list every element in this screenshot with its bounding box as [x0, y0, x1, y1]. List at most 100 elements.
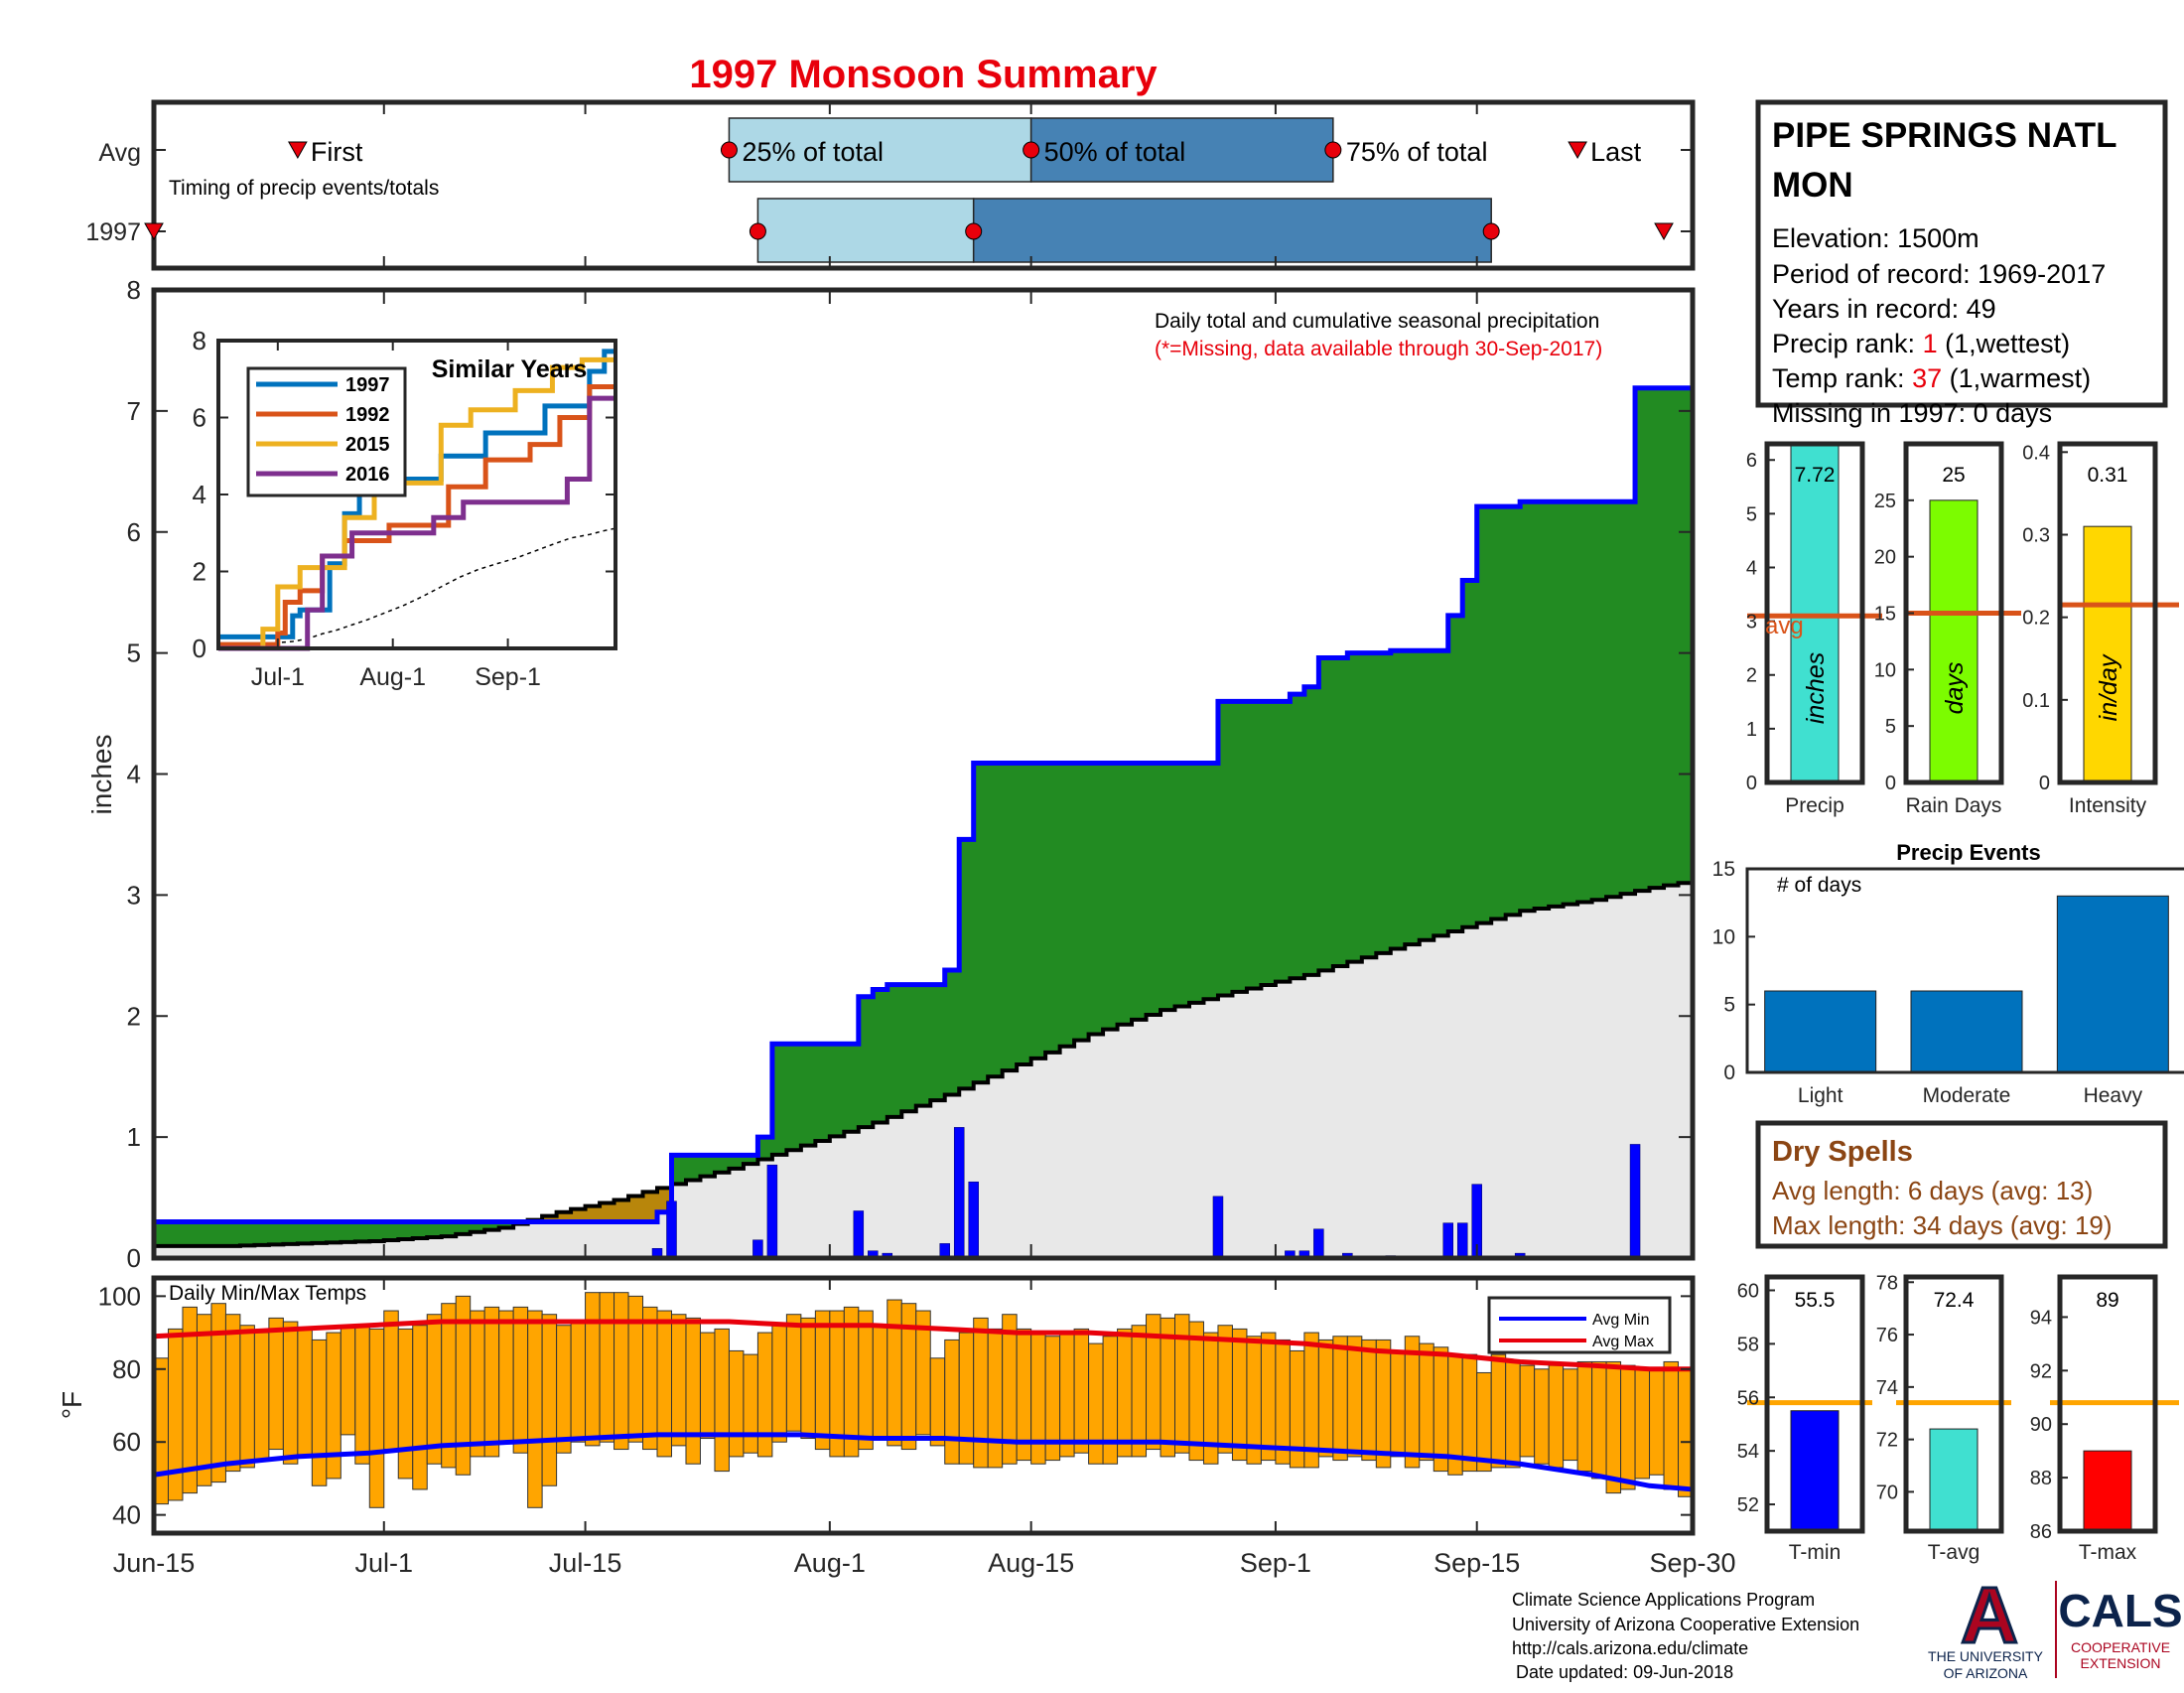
temp-summary-label: T-min [1789, 1541, 1842, 1564]
summary-unit-label: inches [1802, 652, 1830, 724]
timing-markers [144, 102, 1693, 268]
timing-avg-first-marker [288, 141, 308, 160]
timing-q50-label: 50% of total [1044, 137, 1186, 167]
temp-range-bar [527, 1310, 543, 1508]
daily-precip-bar [766, 1164, 778, 1259]
temp-summary-y-tick-label: 76 [1876, 1325, 1898, 1346]
inset-y-tick-label: 0 [193, 634, 206, 663]
temp-range-bar [785, 1314, 802, 1432]
temp-range-bar [1591, 1360, 1607, 1480]
timing-year-q50-q75-box [972, 198, 1492, 263]
temp-range-bar [354, 1325, 370, 1465]
temp-summary-y-tick-label: 90 [2030, 1414, 2052, 1436]
temp-range-bar [642, 1306, 658, 1451]
temp-range-bar [368, 1328, 385, 1508]
timing-avg-q25-q50-box [728, 117, 1032, 183]
temp-summary-y-tick-label: 92 [2030, 1360, 2052, 1382]
summary-y-tick-label: 0 [1746, 773, 1757, 794]
timing-subtitle: Timing of precip events/totals [169, 177, 439, 200]
daily-precip-bar [1212, 1196, 1224, 1259]
station-info-box: PIPE SPRINGS NATL MON Elevation: 1500m P… [1755, 99, 2168, 428]
summary-y-tick-label: 4 [1746, 557, 1757, 579]
summary-value-label: 25 [1942, 464, 1965, 487]
temp-range-bar [1620, 1364, 1636, 1490]
event-y-tick-label: 15 [1712, 858, 1735, 881]
temp-summary-y-tick-label: 54 [1737, 1441, 1759, 1463]
footer-line1: Climate Science Applications Program [1512, 1590, 1815, 1610]
temp-range-bar [614, 1292, 629, 1451]
summary-y-tick-label: 0.3 [2022, 524, 2050, 546]
footer-line3: http://cals.arizona.edu/climate [1512, 1638, 1748, 1658]
temp-summary-y-tick-label: 78 [1876, 1272, 1898, 1294]
station-frame [1755, 99, 2168, 408]
main-plot-frame [151, 287, 1696, 1261]
dry-spells-box: Dry Spells Avg length: 6 days (avg: 13) … [1755, 1120, 2168, 1249]
timing-avg-q50-marker [1023, 141, 1040, 159]
temp-range-bar [1476, 1371, 1492, 1473]
temp-range-bar [311, 1339, 328, 1486]
temp-range-bar [1088, 1342, 1104, 1465]
temp-y-tick-label: 40 [112, 1500, 141, 1530]
legend-avg-max-label: Avg Max [1592, 1334, 1654, 1350]
inset-marks: 0 2 4 6 8 Jul-1 Aug-1 Sep-1 [193, 326, 616, 691]
main-y-tick-label: 8 [127, 275, 141, 305]
temp-range-bar [944, 1339, 960, 1465]
summary-y-tick-label: 6 [1746, 450, 1757, 472]
daily-precip-bar [853, 1210, 865, 1259]
summary-y-tick-label: 10 [1874, 659, 1896, 681]
dry-spells-avg: Avg length: 6 days (avg: 13) [1772, 1176, 2093, 1205]
main-note: Daily total and cumulative seasonal prec… [1155, 310, 1599, 333]
timing-last-label: Last [1590, 137, 1642, 167]
temp-range-bar [1404, 1336, 1421, 1469]
avg-min-temp-line [153, 1432, 1694, 1492]
temp-summary-y-tick-label: 88 [2030, 1468, 2052, 1489]
temp-summary-y-tick-label: 94 [2030, 1307, 2052, 1329]
timing-year-last-marker [1654, 222, 1674, 241]
daily-precip-bar [1629, 1144, 1641, 1259]
temp-range-bar [1231, 1328, 1248, 1462]
event-bar [1910, 990, 2023, 1073]
summary-bar-0 [1790, 443, 1840, 783]
inset-y-tick-label: 8 [193, 326, 206, 355]
temp-summary-y-tick-label: 52 [1737, 1494, 1759, 1516]
inset-x-tick-label: Aug-1 [359, 663, 426, 691]
temp-range-bar [1419, 1342, 1434, 1462]
station-missing: Missing in 1997: 0 days [1772, 398, 2052, 428]
events-bars: Light Moderate Heavy 0 5 10 15 [1712, 858, 2169, 1107]
temp-summary-y-tick-label: 72 [1876, 1430, 1898, 1452]
event-category-label: Heavy [2084, 1084, 2143, 1107]
average-precip-line [154, 880, 1695, 1248]
temp-chart-marks: 40 60 80 100 Jun-15 Jul-1 Jul-15 Aug-1 Aug-15 Sep… [98, 1278, 1736, 1578]
inset-series-line-2016 [218, 395, 615, 651]
temp-range-bar [743, 1353, 758, 1454]
summary-y-tick-label: 2 [1746, 665, 1757, 687]
temp-range-bar [1275, 1339, 1291, 1465]
temp-range-bar [297, 1328, 313, 1458]
temp-range-bar [1346, 1336, 1363, 1458]
temp-range-bar [1563, 1368, 1578, 1462]
temp-range-bar [1102, 1336, 1119, 1465]
summary-y-tick-label: 0 [2039, 773, 2050, 794]
temp-range-bar [397, 1328, 414, 1480]
precip-events-chart: Precip Events Light Moderate Heavy 0 5 10 15 #… [1712, 840, 2184, 1107]
ua-line1: THE UNIVERSITY [1928, 1648, 2044, 1664]
temp-range-bar [699, 1332, 716, 1440]
temp-range-bar [340, 1325, 356, 1436]
temp-range-bar [570, 1321, 587, 1443]
ua-line2: OF ARIZONA [1944, 1665, 2028, 1681]
temp-range-bar [728, 1349, 745, 1458]
temp-summary-y-tick-label: 58 [1737, 1334, 1759, 1355]
temp-summary-bar-1 [1929, 1428, 1979, 1532]
events-title: Precip Events [1896, 840, 2041, 865]
temp-range-bar [1490, 1353, 1507, 1469]
daily-precip-bar [1442, 1222, 1453, 1259]
temp-range-bar [599, 1292, 615, 1443]
temp-range-bar [627, 1295, 644, 1443]
temp-rank-label: Temp rank: [1772, 363, 1912, 393]
temp-range-bar [1663, 1360, 1680, 1490]
temp-plot-frame [151, 1275, 1696, 1536]
temp-x-tick-label: Aug-1 [794, 1548, 866, 1578]
summary-panel-frame [2057, 441, 2158, 785]
temp-summary-bar-0 [1790, 1410, 1840, 1532]
